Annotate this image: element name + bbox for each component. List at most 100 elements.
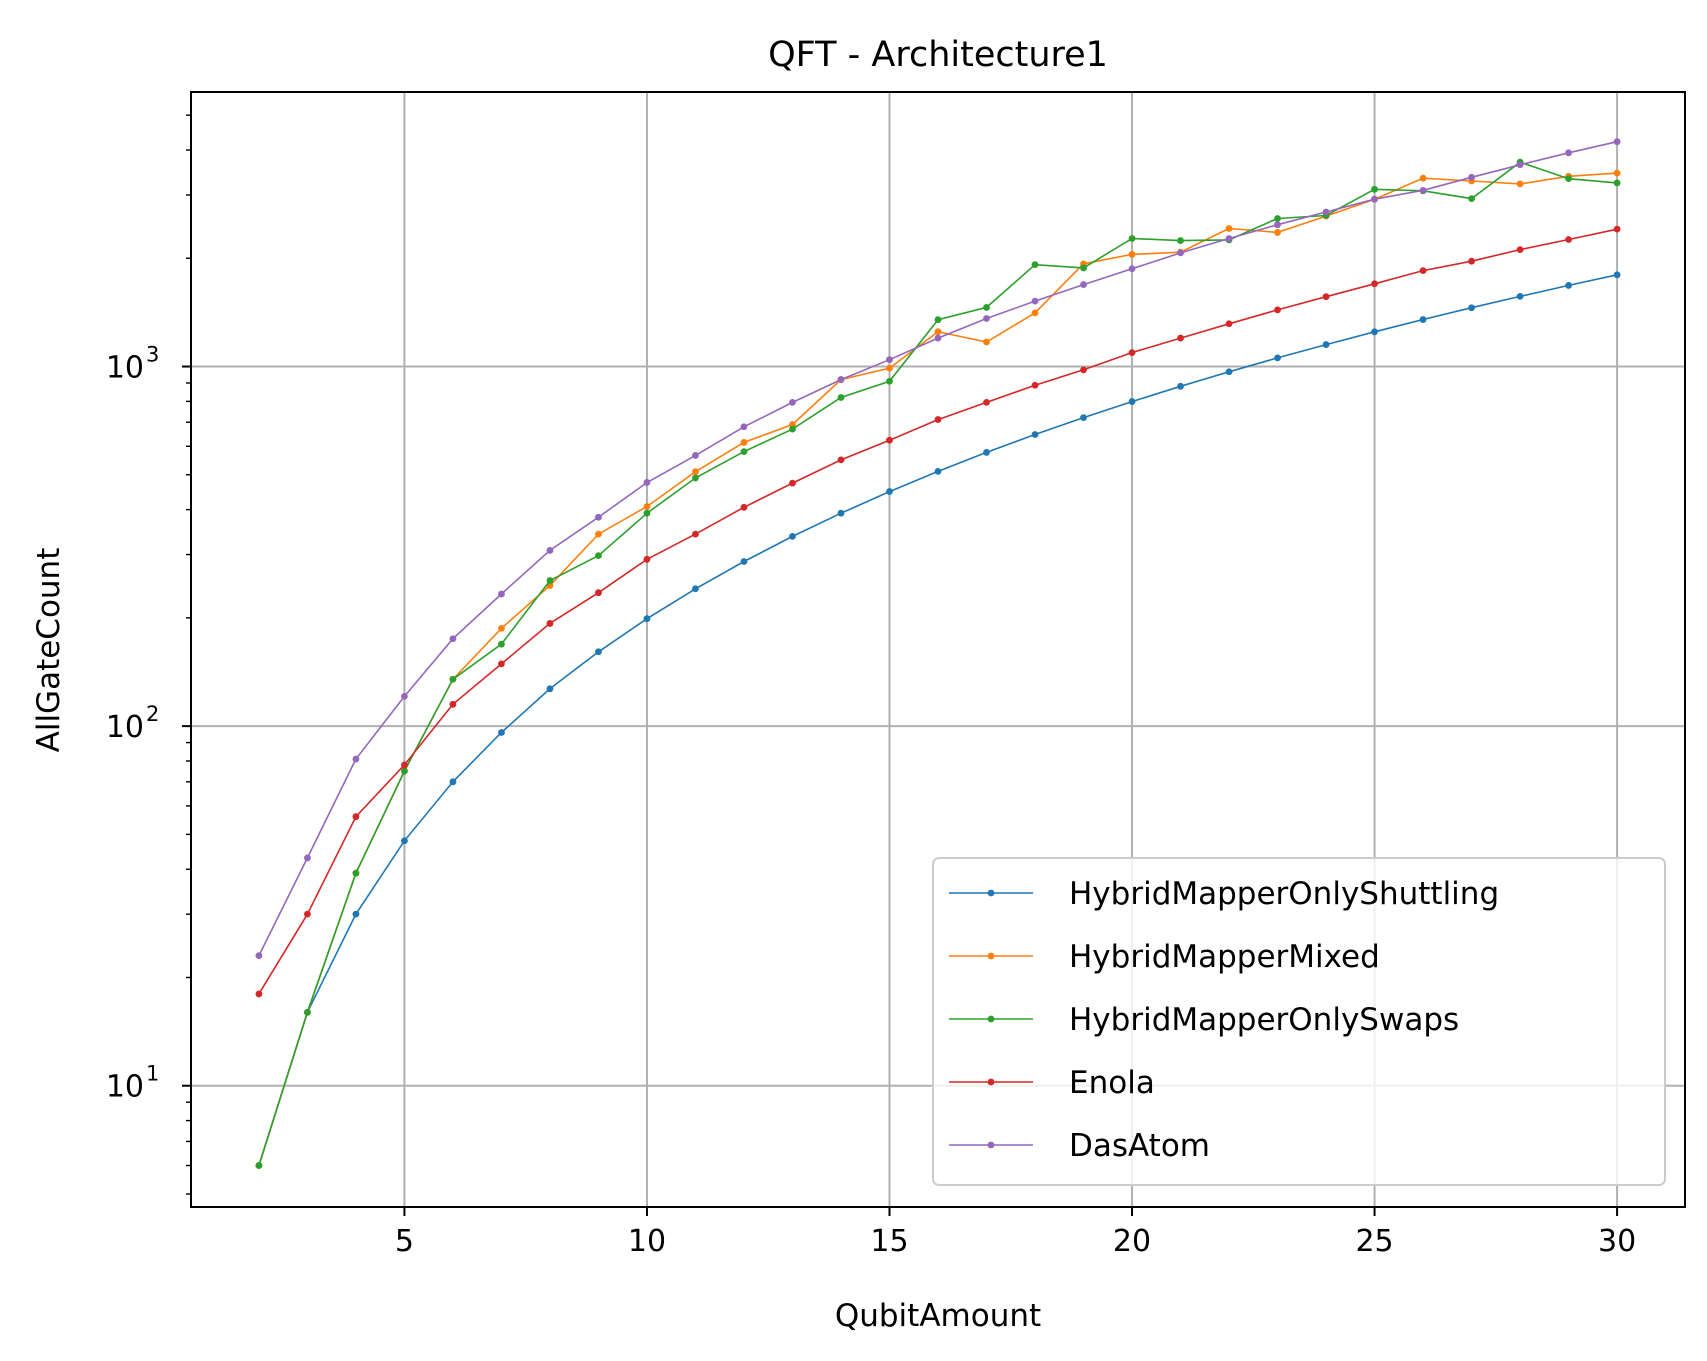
data-point [595, 552, 602, 560]
data-point [498, 640, 505, 648]
legend-marker [987, 952, 995, 960]
data-point [886, 364, 893, 372]
data-point [983, 304, 990, 311]
data-point [740, 503, 748, 511]
data-point [1225, 235, 1233, 242]
data-point [1128, 251, 1136, 258]
data-point [1031, 297, 1039, 305]
chart-title: QFT - Architecture1 [768, 35, 1108, 75]
legend-box [932, 857, 1666, 1186]
data-point [1613, 271, 1621, 279]
data-point [886, 436, 893, 444]
data-point [1274, 229, 1281, 236]
data-point [449, 700, 457, 708]
data-point [595, 589, 602, 597]
x-tick-label: 5 [395, 1224, 414, 1259]
data-point [789, 425, 796, 433]
data-point [643, 615, 651, 623]
x-tick-label: 15 [870, 1224, 908, 1259]
series-DasAtom [255, 138, 1621, 960]
data-point [1371, 185, 1378, 193]
data-point [1419, 316, 1427, 323]
data-point [1322, 293, 1330, 301]
y-axis-label: AllGateCount [31, 548, 67, 753]
data-point [304, 910, 311, 918]
data-point [1613, 225, 1621, 233]
data-point [1468, 257, 1475, 265]
data-point [643, 555, 651, 563]
data-point [1128, 235, 1136, 242]
data-point [1031, 261, 1039, 269]
data-point [449, 778, 457, 786]
data-point [304, 854, 311, 862]
data-point [352, 813, 360, 821]
data-point [1274, 221, 1281, 229]
data-point [1080, 281, 1087, 288]
y-tick-label: 10 [106, 1070, 144, 1105]
legend-label: HybridMapperOnlySwaps [1069, 1002, 1459, 1038]
data-point [595, 530, 602, 538]
data-point [934, 467, 942, 475]
data-point [1419, 267, 1427, 275]
data-point [255, 990, 263, 998]
data-point [789, 398, 796, 406]
series-layer [255, 138, 1621, 1169]
data-point [1516, 292, 1524, 300]
legend-label: DasAtom [1069, 1128, 1210, 1164]
data-point [1516, 180, 1524, 188]
data-point [1128, 349, 1136, 357]
y-tick-exponent: 2 [146, 702, 159, 726]
data-point [837, 509, 845, 517]
data-point [934, 416, 942, 423]
data-point [1613, 169, 1621, 177]
series-HybridMapperOnlySwaps [255, 158, 1621, 1169]
legend-label: HybridMapperMixed [1069, 939, 1380, 975]
data-point [837, 394, 845, 401]
data-point [352, 755, 360, 763]
data-point [886, 488, 893, 495]
data-point [983, 449, 990, 456]
data-point [1274, 354, 1281, 362]
data-point [1516, 161, 1524, 169]
data-point [1177, 382, 1184, 390]
data-point [837, 376, 845, 383]
data-point [837, 456, 845, 464]
y-tick-label: 10 [106, 351, 144, 386]
legend-label: Enola [1069, 1065, 1155, 1101]
legend-marker [987, 1015, 995, 1023]
data-point [1080, 264, 1087, 272]
plot-frame [190, 91, 1686, 1208]
data-point [1468, 195, 1475, 203]
data-point [352, 910, 360, 918]
series-Enola [255, 225, 1621, 998]
data-point [546, 685, 554, 693]
data-point [789, 532, 796, 540]
data-point [1031, 431, 1039, 438]
data-point [595, 648, 602, 656]
data-point [1371, 280, 1378, 288]
data-point [643, 479, 651, 486]
legend: HybridMapperOnlyShuttling HybridMapperMix… [932, 857, 1666, 1186]
data-point [643, 503, 651, 510]
data-point [1225, 368, 1233, 376]
data-point [401, 767, 408, 775]
data-point [886, 356, 893, 364]
data-point [983, 338, 990, 346]
data-point [1225, 320, 1233, 328]
data-point [1468, 173, 1475, 181]
x-tick-label: 25 [1355, 1224, 1393, 1259]
data-point [1419, 174, 1427, 182]
data-point [1080, 366, 1087, 374]
legend-marker [987, 889, 995, 897]
data-point [740, 558, 748, 565]
data-point [546, 577, 554, 584]
data-point [643, 509, 651, 517]
data-point [1565, 282, 1572, 289]
data-point [1080, 414, 1087, 422]
y-tick-label: 10 [106, 710, 144, 745]
data-point [983, 398, 990, 406]
data-point [1371, 328, 1378, 336]
data-point [692, 474, 699, 482]
data-point [1613, 138, 1621, 146]
